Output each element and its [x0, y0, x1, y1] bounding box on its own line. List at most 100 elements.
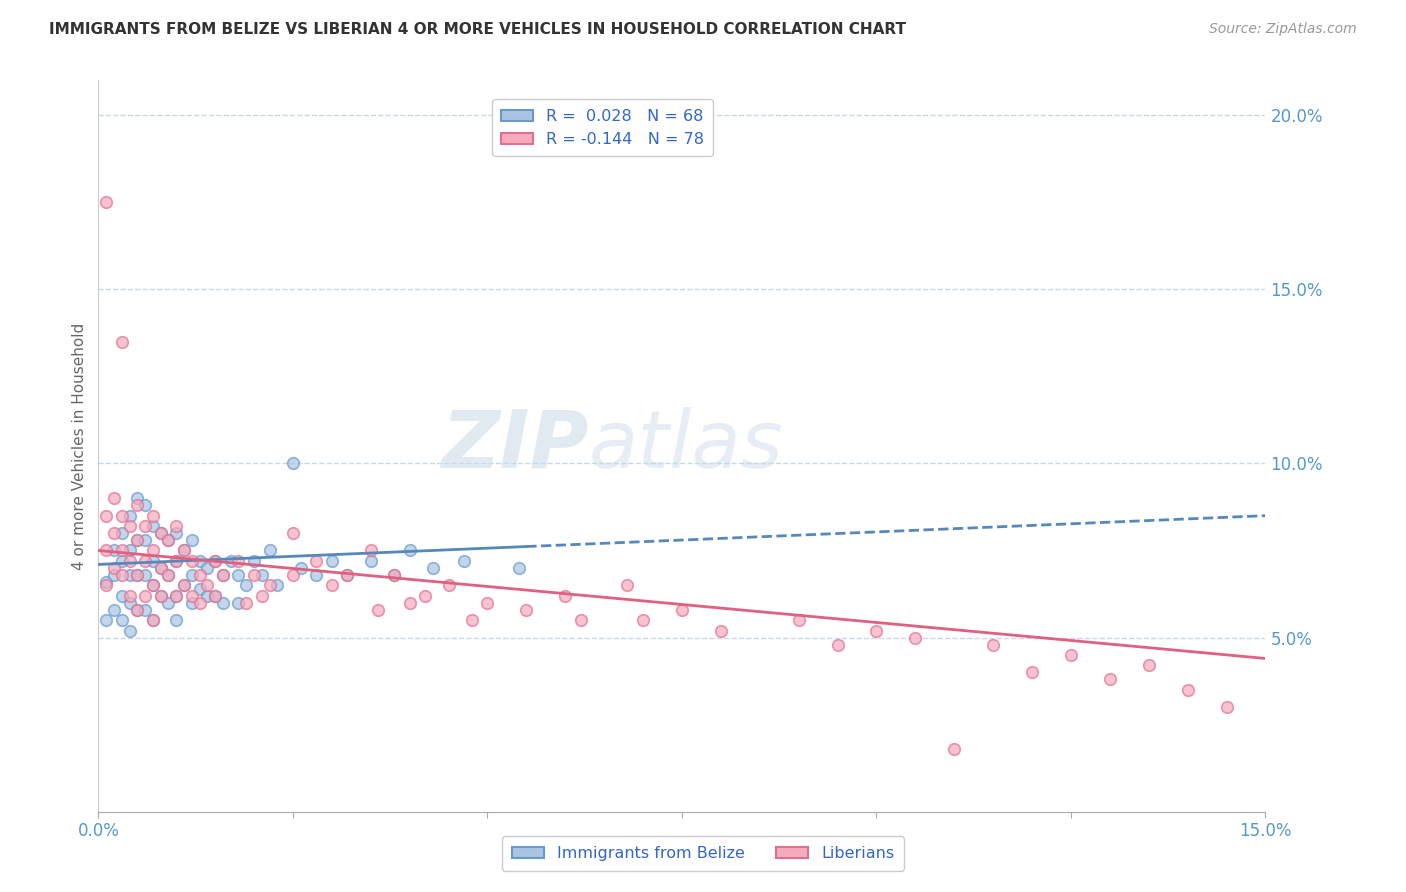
- Point: [103, 561, 125, 575]
- Point: [943, 742, 966, 756]
- Point: [118, 554, 141, 568]
- Point: [142, 578, 165, 592]
- Point: [96, 543, 118, 558]
- Point: [142, 613, 165, 627]
- Point: [157, 533, 180, 547]
- Point: [157, 596, 180, 610]
- Point: [142, 578, 165, 592]
- Point: [103, 491, 125, 506]
- Point: [515, 603, 537, 617]
- Text: Source: ZipAtlas.com: Source: ZipAtlas.com: [1209, 22, 1357, 37]
- Point: [180, 589, 202, 603]
- Point: [142, 508, 165, 523]
- Point: [157, 567, 180, 582]
- Point: [134, 554, 156, 568]
- Point: [111, 334, 134, 349]
- Point: [461, 613, 484, 627]
- Point: [103, 603, 125, 617]
- Point: [243, 567, 266, 582]
- Point: [710, 624, 733, 638]
- Point: [250, 567, 273, 582]
- Legend: R =  0.028   N = 68, R = -0.144   N = 78: R = 0.028 N = 68, R = -0.144 N = 78: [492, 99, 713, 156]
- Point: [204, 589, 226, 603]
- Point: [631, 613, 654, 627]
- Point: [149, 526, 172, 541]
- Point: [149, 561, 172, 575]
- Point: [118, 589, 141, 603]
- Text: IMMIGRANTS FROM BELIZE VS LIBERIAN 4 OR MORE VEHICLES IN HOUSEHOLD CORRELATION C: IMMIGRANTS FROM BELIZE VS LIBERIAN 4 OR …: [49, 22, 907, 37]
- Point: [96, 508, 118, 523]
- Point: [422, 561, 444, 575]
- Point: [103, 543, 125, 558]
- Point: [188, 596, 211, 610]
- Point: [165, 554, 187, 568]
- Point: [165, 589, 187, 603]
- Point: [382, 567, 405, 582]
- Point: [157, 533, 180, 547]
- Point: [321, 554, 343, 568]
- Point: [865, 624, 887, 638]
- Point: [787, 613, 810, 627]
- Point: [321, 578, 343, 592]
- Point: [281, 567, 304, 582]
- Point: [360, 554, 382, 568]
- Text: ZIP: ZIP: [441, 407, 589, 485]
- Point: [398, 596, 420, 610]
- Point: [554, 589, 576, 603]
- Point: [149, 561, 172, 575]
- Y-axis label: 4 or more Vehicles in Household: 4 or more Vehicles in Household: [72, 322, 87, 570]
- Point: [212, 596, 235, 610]
- Point: [360, 543, 382, 558]
- Point: [173, 578, 195, 592]
- Point: [165, 589, 187, 603]
- Point: [228, 567, 250, 582]
- Point: [219, 554, 242, 568]
- Point: [569, 613, 592, 627]
- Point: [149, 526, 172, 541]
- Point: [453, 554, 475, 568]
- Point: [1215, 700, 1237, 714]
- Legend: Immigrants from Belize, Liberians: Immigrants from Belize, Liberians: [502, 837, 904, 871]
- Point: [212, 567, 235, 582]
- Point: [165, 613, 187, 627]
- Point: [165, 554, 187, 568]
- Point: [180, 554, 202, 568]
- Point: [127, 567, 149, 582]
- Point: [180, 596, 202, 610]
- Point: [305, 567, 328, 582]
- Point: [134, 498, 156, 512]
- Point: [96, 578, 118, 592]
- Point: [173, 543, 195, 558]
- Point: [228, 554, 250, 568]
- Point: [228, 596, 250, 610]
- Point: [904, 631, 927, 645]
- Point: [96, 574, 118, 589]
- Point: [165, 519, 187, 533]
- Point: [111, 567, 134, 582]
- Point: [149, 589, 172, 603]
- Point: [127, 533, 149, 547]
- Point: [127, 491, 149, 506]
- Point: [336, 567, 359, 582]
- Point: [118, 596, 141, 610]
- Point: [204, 554, 226, 568]
- Point: [195, 578, 218, 592]
- Point: [165, 526, 187, 541]
- Point: [157, 567, 180, 582]
- Point: [204, 554, 226, 568]
- Point: [235, 578, 257, 592]
- Point: [111, 589, 134, 603]
- Point: [118, 519, 141, 533]
- Point: [981, 638, 1004, 652]
- Point: [382, 567, 405, 582]
- Point: [96, 613, 118, 627]
- Point: [118, 508, 141, 523]
- Point: [367, 603, 389, 617]
- Point: [103, 567, 125, 582]
- Point: [134, 533, 156, 547]
- Point: [118, 567, 141, 582]
- Point: [180, 533, 202, 547]
- Point: [134, 519, 156, 533]
- Point: [204, 589, 226, 603]
- Point: [195, 589, 218, 603]
